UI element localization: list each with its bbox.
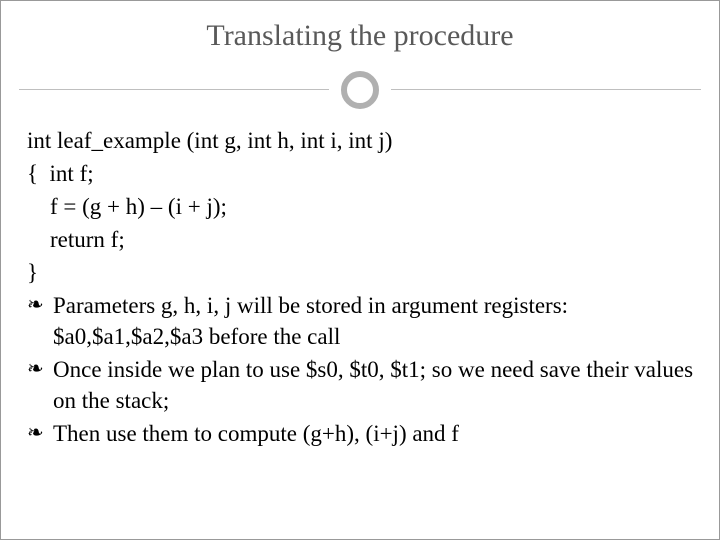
bullet-text: Once inside we plan to use $s0, $t0, $t1… [53,357,693,413]
code-line: { int f; [27,158,693,189]
content-area: int leaf_example (int g, int h, int i, i… [1,111,719,449]
divider-line-right [391,89,701,90]
bullet-item: ❧ Then use them to compute (g+h), (i+j) … [27,418,693,449]
divider-line-left [19,89,329,90]
slide-container: Translating the procedure int leaf_examp… [0,0,720,540]
title-area: Translating the procedure [1,1,719,65]
bullet-text: Parameters g, h, i, j will be stored in … [53,293,568,349]
bullet-item: ❧ Once inside we plan to use $s0, $t0, $… [27,354,693,416]
bullet-icon: ❧ [27,356,44,383]
code-line: } [27,257,693,288]
slide-title: Translating the procedure [1,19,719,53]
divider-row [1,71,719,111]
code-line: return f; [27,224,693,255]
bullet-item: ❧ Parameters g, h, i, j will be stored i… [27,290,693,352]
circle-badge-icon [341,71,379,109]
bullet-text: Then use them to compute (g+h), (i+j) an… [53,421,459,446]
bullet-icon: ❧ [27,292,44,319]
bullet-icon: ❧ [27,420,44,447]
code-line: int leaf_example (int g, int h, int i, i… [27,125,693,156]
code-line: f = (g + h) – (i + j); [27,191,693,222]
